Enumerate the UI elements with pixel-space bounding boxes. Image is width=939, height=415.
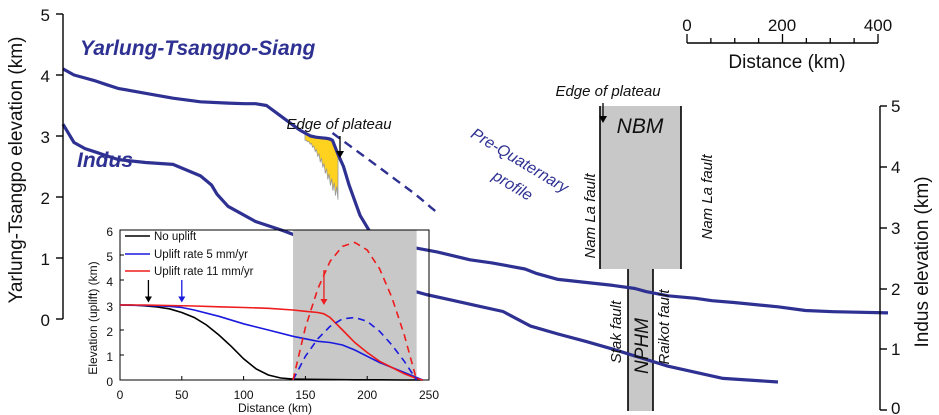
inset-arrowhead-red: [320, 299, 328, 305]
inset-x-tick-label: 100: [234, 388, 254, 402]
right-axis-label: Indus elevation (km): [912, 176, 933, 347]
left-tick-label: 3: [41, 128, 50, 147]
yarlung-tsangpo-profile-line: [62, 67, 889, 315]
nam-la-fault-label: Nam La fault: [699, 154, 716, 240]
scale-tick-label: 400: [864, 16, 892, 35]
right-tick-label: 1: [891, 340, 900, 359]
inset-y-tick-label: 3: [106, 300, 113, 314]
nbm-label: NBM: [617, 115, 664, 138]
left-tick-label: 2: [41, 189, 50, 208]
inset-x-tick-label: 0: [117, 388, 124, 402]
inset-x-axis-label: Distance (km): [238, 401, 312, 415]
inset-legend: No uplift Uplift rate 5 mm/yr Uplift rat…: [125, 231, 254, 278]
indus-label: Indus: [77, 149, 133, 172]
inset-line-no-uplift: [120, 304, 423, 381]
edge-of-plateau-label: Edge of plateau: [555, 83, 661, 100]
right-tick-label: 3: [891, 219, 900, 238]
scale-bar-label: Distance (km): [728, 52, 845, 73]
inset-x-tick-label: 50: [175, 388, 189, 402]
inset-y-tick-label: 2: [106, 325, 113, 339]
inset-x-tick-label: 200: [357, 388, 377, 402]
left-tick-label: 1: [41, 250, 50, 269]
inset-y-tick-label: 4: [106, 275, 113, 289]
left-axis: 5 4 3 2 1 0 Yarlung-Tsangpo elevation (k…: [6, 6, 64, 330]
left-tick-label: 5: [41, 6, 50, 25]
inset-shaded-band: [293, 230, 417, 380]
inset-dashed-uplift-blue: [292, 316, 418, 381]
edge-of-plateau-arrowhead: [336, 151, 344, 158]
right-tick-label: 4: [891, 158, 900, 177]
inset-y-axis-label: Elevation (uplift) (km): [86, 261, 100, 374]
nbm-block: [600, 106, 681, 269]
right-tick-label: 2: [891, 280, 900, 299]
left-axis-label: Yarlung-Tsangpo elevation (km): [6, 37, 27, 304]
inset-y-tick-label: 5: [106, 250, 113, 264]
inset-arrowhead-blue: [178, 296, 186, 303]
right-tick-label: 5: [891, 97, 900, 116]
inset-y-tick-label: 0: [106, 375, 113, 389]
inset-y-tick-label: 6: [106, 225, 113, 239]
legend-label-uplift-5: Uplift rate 5 mm/yr: [154, 249, 248, 261]
nphm-label: NPHM: [632, 318, 653, 374]
inset-arrowhead-black: [144, 296, 152, 303]
raikot-fault-label: Raikot fault: [656, 289, 673, 365]
left-tick-label: 4: [41, 67, 50, 86]
left-tick-label: 0: [41, 311, 50, 330]
stak-fault-label: Stak fault: [608, 300, 625, 363]
edge-of-plateau-label: Edge of plateau: [286, 116, 392, 133]
legend-label-no-uplift: No uplift: [154, 231, 197, 243]
inset-x-tick-label: 150: [295, 388, 315, 402]
inset-y-tick-label: 1: [106, 350, 113, 364]
inset-dashed-uplift-red: [292, 241, 418, 381]
legend-label-uplift-11: Uplift rate 11 mm/yr: [154, 266, 254, 278]
right-axis: 5 4 3 2 1 0 Indus elevation (km): [879, 97, 933, 415]
pre-quaternary-profile-line: [331, 132, 438, 214]
inset-line-uplift-11: [120, 304, 423, 381]
yarlung-tsangpo-siang-label: Yarlung-Tsangpo-Siang: [80, 37, 315, 60]
nam-la-fault-label: Nam La fault: [582, 173, 599, 259]
inset-x-tick-label: 250: [419, 388, 439, 402]
scale-tick-label: 0: [682, 16, 691, 35]
edge-of-plateau-arrowhead: [599, 116, 607, 123]
scale-tick-label: 200: [768, 16, 796, 35]
inset-uplift-chart: No uplift Uplift rate 5 mm/yr Uplift rat…: [86, 225, 439, 415]
right-tick-label: 0: [891, 399, 900, 415]
distance-scale-bar: 0 200 400 Distance (km): [682, 16, 892, 73]
